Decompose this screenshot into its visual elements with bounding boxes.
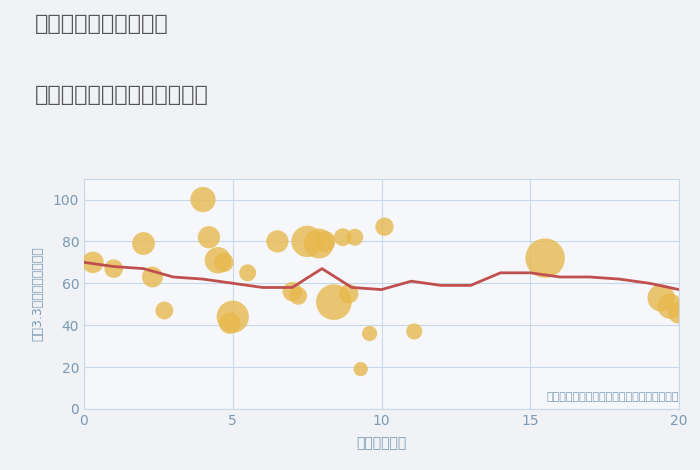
Point [218, 258, 230, 266]
Point [655, 294, 666, 302]
Point [159, 307, 170, 314]
Point [147, 273, 158, 281]
Point [355, 365, 366, 373]
Point [203, 234, 214, 241]
Point [364, 330, 375, 337]
Point [319, 238, 330, 245]
Point [328, 298, 339, 306]
Point [197, 196, 209, 204]
Point [88, 258, 99, 266]
Point [242, 269, 253, 276]
Point [138, 240, 149, 247]
Point [664, 303, 676, 310]
Point [337, 234, 349, 241]
Point [349, 234, 360, 241]
Y-axis label: 坪（3.3㎡）単価（万円）: 坪（3.3㎡）単価（万円） [32, 246, 44, 341]
Point [272, 238, 283, 245]
Point [212, 257, 223, 264]
X-axis label: 駅距離（分）: 駅距離（分） [356, 436, 407, 450]
Point [673, 309, 685, 316]
Point [540, 254, 551, 262]
Point [302, 238, 313, 245]
Point [379, 223, 390, 230]
Text: 三重県松阪市中央町の: 三重県松阪市中央町の [35, 14, 169, 34]
Point [224, 319, 235, 327]
Point [287, 288, 298, 296]
Text: 駅距離別中古マンション価格: 駅距離別中古マンション価格 [35, 85, 209, 105]
Point [108, 265, 119, 273]
Point [293, 292, 304, 299]
Point [227, 313, 238, 321]
Point [314, 240, 325, 247]
Point [343, 290, 354, 298]
Text: 円の大きさは、取引のあった物件面積を示す: 円の大きさは、取引のあった物件面積を示す [547, 392, 679, 402]
Point [409, 328, 420, 335]
